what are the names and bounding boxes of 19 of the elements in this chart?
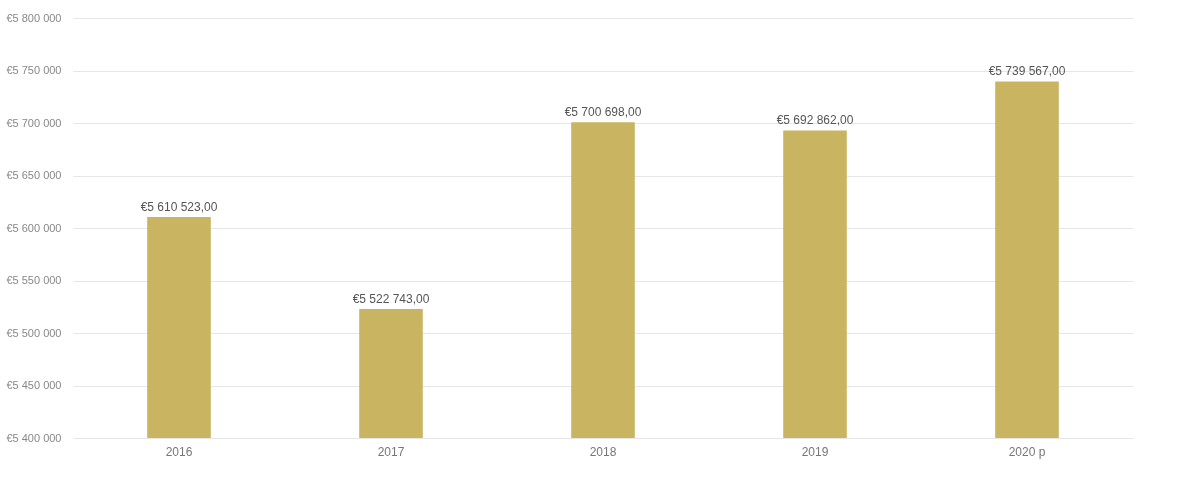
y-tick-label: €5 700 000 [6, 116, 62, 129]
y-tick-label: €5 500 000 [6, 326, 62, 339]
x-tick-label: 2020 p [1008, 444, 1046, 459]
y-tick-label: €5 650 000 [6, 169, 62, 181]
x-tick-label: 2019 [801, 444, 829, 459]
data-label: €5 610 523,00 [140, 199, 218, 214]
y-tick-label: €5 750 000 [6, 64, 62, 76]
y-tick-label: €5 800 000 [6, 11, 62, 24]
x-tick-label: 2017 [377, 444, 405, 459]
y-tick-label: €5 550 000 [6, 274, 62, 286]
y-tick-label: €5 450 000 [6, 379, 62, 391]
x-tick-label: 2018 [589, 444, 617, 459]
data-label: €5 692 862,00 [776, 113, 854, 128]
y-tick-label: €5 600 000 [6, 221, 62, 234]
data-label: €5 700 698,00 [564, 105, 642, 120]
x-tick-label: 2016 [165, 444, 193, 459]
data-label: €5 739 567,00 [988, 64, 1066, 79]
y-tick-label: €5 400 000 [6, 431, 62, 444]
data-label: €5 522 743,00 [352, 292, 430, 307]
